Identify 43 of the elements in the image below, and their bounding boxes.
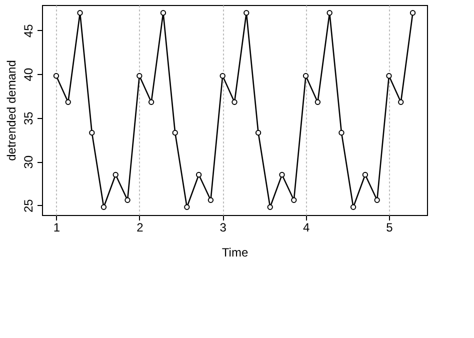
point	[279, 172, 285, 178]
point	[302, 73, 309, 79]
point	[398, 99, 404, 105]
point	[338, 130, 344, 136]
point	[386, 73, 392, 79]
point	[208, 197, 214, 203]
y-tick-label: 30	[22, 155, 36, 169]
point	[65, 99, 71, 105]
point	[410, 10, 416, 16]
point	[53, 73, 60, 79]
y-axis-title: detrended demand	[4, 60, 18, 161]
x-tick-label: 5	[386, 220, 394, 234]
y-tick-label: 25	[22, 198, 36, 213]
point	[184, 204, 190, 210]
point	[362, 172, 368, 178]
point	[267, 204, 273, 210]
point	[220, 73, 226, 79]
point	[112, 172, 118, 178]
point	[350, 204, 356, 210]
point	[326, 10, 332, 16]
x-tick-label: 3	[220, 220, 227, 234]
point	[160, 10, 166, 16]
point	[291, 197, 297, 203]
y-tick-label: 35	[22, 111, 36, 126]
x-tick-label: 1	[53, 220, 60, 234]
x-axis-title: Time	[222, 246, 248, 260]
point	[124, 197, 130, 203]
point	[255, 130, 262, 136]
y-tick-label: 45	[22, 24, 36, 38]
point	[136, 73, 142, 79]
point	[148, 99, 154, 105]
x-tick-label: 4	[302, 220, 310, 234]
x-tick-label: 2	[136, 220, 144, 234]
point	[374, 197, 380, 203]
point	[100, 204, 107, 210]
point	[244, 10, 250, 16]
point	[314, 99, 321, 105]
point	[172, 130, 178, 136]
y-tick-label: 40	[22, 68, 36, 82]
point	[77, 10, 83, 16]
point	[89, 130, 95, 136]
point	[232, 99, 238, 105]
point	[196, 172, 202, 178]
